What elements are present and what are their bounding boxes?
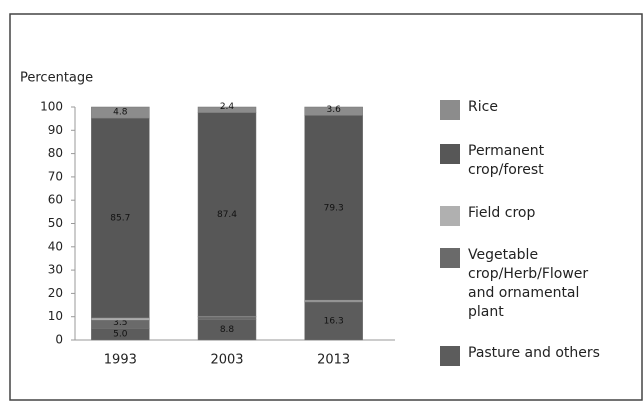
x-tick-label: 1993: [104, 353, 137, 368]
value-label: 79.3: [324, 203, 344, 213]
value-label: 3.5: [113, 318, 127, 328]
legend-swatch: [440, 206, 460, 226]
y-tick-label: 80: [48, 146, 63, 160]
legend-label: Field crop: [468, 205, 536, 221]
legend-item: Rice: [440, 98, 630, 120]
legend-label: Rice: [468, 99, 498, 115]
value-label: 16.3: [324, 317, 344, 327]
frame: [9, 13, 643, 401]
legend-swatch: [440, 100, 460, 120]
value-label: 4.8: [113, 108, 128, 118]
y-tick-label: 40: [48, 239, 63, 253]
value-label: 8.8: [220, 325, 235, 335]
legend-swatch: [440, 144, 460, 164]
bar-segment: [304, 106, 363, 116]
legend-label: Pasture and others: [468, 345, 600, 361]
bar-segment: [197, 106, 257, 113]
x-tick-label: 2013: [317, 353, 350, 368]
y-tick-label: 90: [48, 123, 63, 137]
legend-swatch: [440, 248, 460, 268]
y-tick-label: 60: [48, 193, 63, 207]
bar-segment: [197, 316, 257, 320]
bar-segment: [91, 317, 150, 321]
value-label: 5.0: [113, 330, 128, 340]
y-tick-label: 70: [48, 169, 63, 183]
y-tick-label: 50: [48, 216, 63, 230]
bar-segment: [304, 301, 363, 341]
y-tick-label: 20: [48, 286, 63, 300]
value-label: 3.6: [327, 105, 342, 115]
bar-segment: [91, 106, 150, 119]
legend-label: Permanent crop/forest: [468, 143, 545, 178]
y-tick-label: 30: [48, 263, 63, 277]
legend-item: Field crop: [440, 204, 630, 226]
legend-item: Permanent crop/forest: [440, 142, 630, 180]
value-label: 87.4: [217, 210, 237, 220]
y-tick-label: 0: [55, 333, 63, 347]
legend-item: Pasture and others: [440, 344, 630, 366]
value-label: 2.4: [220, 102, 235, 112]
legend: Rice Permanent crop/forest Field crop Veget…: [440, 98, 630, 366]
legend-item: Vegetable crop/Herb/Flower and ornamenta…: [440, 246, 630, 322]
legend-label: Vegetable crop/Herb/Flower and ornamenta…: [468, 247, 589, 320]
value-label: 85.7: [110, 214, 130, 224]
y-tick-label: 10: [48, 309, 63, 323]
bar-segment: [304, 115, 363, 301]
y-axis-title: Percentage: [20, 71, 93, 86]
x-tick-label: 2003: [210, 353, 243, 368]
bar-segment: [91, 117, 150, 319]
legend-swatch: [440, 346, 460, 366]
y-tick-label: 100: [40, 100, 63, 114]
